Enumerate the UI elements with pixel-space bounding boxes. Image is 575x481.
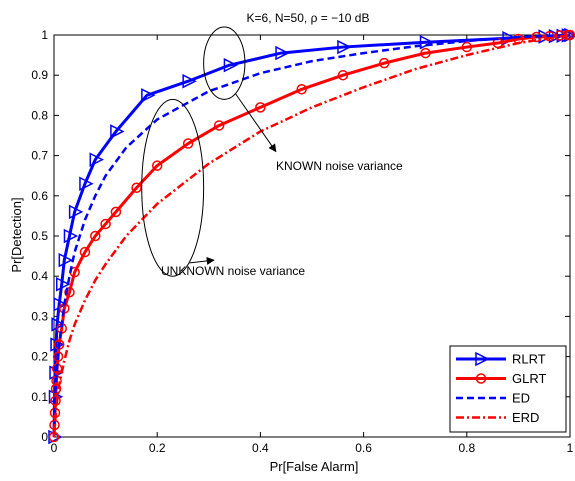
series-erd [52,33,571,438]
chart-title: K=6, N=50, ρ = −10 dB [247,11,370,25]
y-tick-label: 0.2 [31,350,48,364]
data-point-glrt [100,218,111,230]
annotation-unknown: UNKNOWN noise variance [141,98,305,278]
axis-ticks: 0 0.2 0.4 0.6 0.8 1 0 0.1 0.2 0.3 0.4 0.5 0.6 0.7 0.8 0… [31,28,573,455]
legend-label: GLRT [512,371,546,386]
data-point-glrt [461,41,473,53]
y-axis-label: Pr[Detection] [9,197,24,272]
data-point-rlrt [89,152,104,167]
data-point-glrt [378,57,390,69]
annotation-ellipse [141,98,205,277]
series-line-erd [52,33,571,438]
x-tick-label: 0.4 [252,441,269,455]
data-point-glrt [182,138,194,149]
y-tick-label: 0.1 [31,390,48,404]
data-point-rlrt [58,252,73,268]
data-point-rlrt [275,45,290,61]
data-point-rlrt [141,88,156,103]
data-point-glrt [337,69,349,81]
data-point-rlrt [55,277,71,292]
series-line-glrt [52,33,570,438]
x-tick-label: 0.2 [149,441,166,455]
data-point-glrt [255,102,266,113]
legend-marker-glrt [475,373,487,384]
x-tick-label: 0 [51,441,58,455]
data-point-glrt [213,120,225,131]
legend-label: ED [512,391,530,406]
annotation-label: KNOWN noise variance [276,159,403,173]
y-tick-label: 0.4 [31,269,48,283]
legend-label: RLRT [512,352,546,367]
y-tick-label: 0.6 [31,189,48,203]
data-point-rlrt [79,176,94,191]
y-tick-label: 0.9 [31,68,48,82]
annotation-arrow [189,256,215,265]
data-point-glrt [64,287,75,298]
data-point-glrt [52,351,64,362]
series-line-ed [52,33,571,438]
data-point-glrt [79,246,91,258]
y-tick-label: 0.7 [31,149,48,163]
series-ed [52,33,571,438]
data-point-rlrt [182,74,197,89]
legend-marker-rlrt [475,351,490,367]
data-point-glrt [50,395,61,407]
annotation-known: KNOWN noise variance [203,26,403,173]
x-axis-label: Pr[False Alarm] [270,459,359,474]
annotation-ellipse [203,26,246,100]
legend-item-glrt: GLRT [456,371,546,386]
data-point-glrt [50,383,62,395]
x-tick-label: 0.6 [355,441,372,455]
data-point-rlrt [223,57,239,73]
annotation-label: UNKNOWN noise variance [161,264,305,278]
data-point-rlrt [51,317,66,332]
legend-item-erd: ERD [456,410,539,425]
data-point-glrt [131,182,142,194]
data-point-glrt [151,160,163,171]
y-tick-label: 0.5 [31,229,48,243]
data-point-rlrt [110,124,125,139]
data-point-glrt [296,84,307,95]
series-glrt [48,29,575,443]
data-point-glrt [110,206,122,218]
data-point-rlrt [50,337,65,352]
x-tick-label: 1 [567,441,574,455]
y-tick-label: 0.8 [31,108,48,122]
y-tick-label: 1 [41,28,48,42]
legend-label: ERD [512,410,539,425]
legend-item-rlrt: RLRT [456,352,546,367]
data-point-glrt [420,47,431,59]
data-point-rlrt [68,204,84,220]
annotation-arrow [235,93,277,153]
data-point-glrt [90,230,101,242]
series-layer [48,27,575,445]
y-tick-label: 0 [41,430,48,444]
data-point-glrt [544,30,555,42]
legend: RLRT GLRT ED ERD [449,345,567,433]
y-tick-label: 0.3 [31,309,48,323]
legend-item-ed: ED [456,391,530,406]
data-point-rlrt [337,39,352,55]
x-tick-label: 0.8 [458,441,475,455]
annotations: KNOWN noise variance UNKNOWN noise varian… [141,26,403,278]
data-point-rlrt [63,228,79,244]
